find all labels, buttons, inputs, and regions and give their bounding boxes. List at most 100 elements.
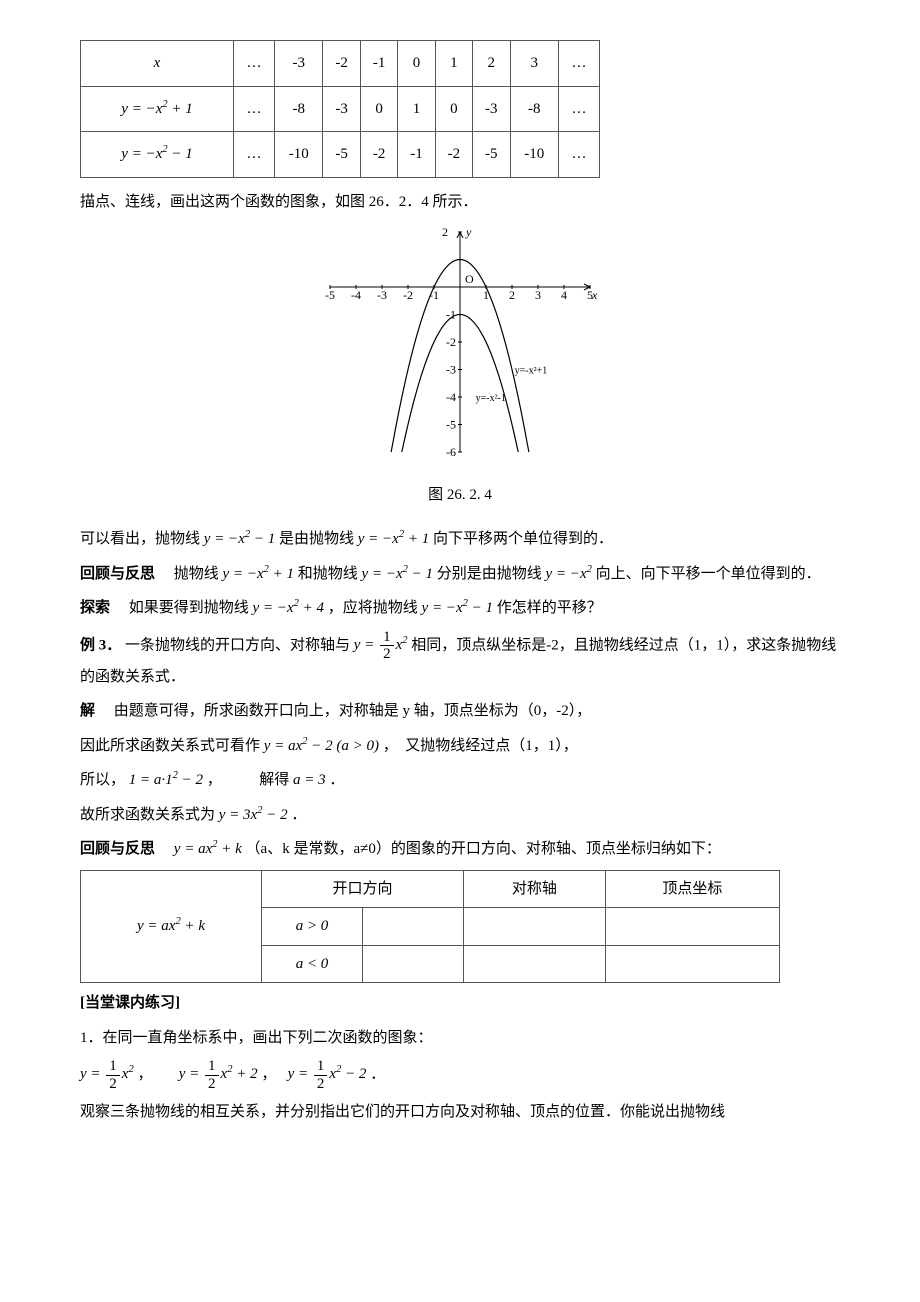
svg-text:-4: -4 (351, 288, 361, 302)
q1-eq2: y = 12x2 + 2 (179, 1066, 258, 1082)
review-label: 回顾与反思 (80, 566, 155, 582)
col-opening: 开口方向 (262, 870, 464, 908)
cond-a-gt-0: a > 0 (262, 908, 363, 946)
svg-text:-4: -4 (446, 390, 456, 404)
xcell: 2 (473, 41, 510, 87)
observation-text: 可以看出，抛物线 y = −x2 − 1 是由抛物线 y = −x2 + 1 向… (80, 525, 840, 554)
r3cell: -2 (435, 132, 472, 178)
plot-instruction-text: 描点、连线，画出这两个函数的图象，如图 26．2．4 所示． (80, 188, 840, 217)
table-row2-label: y = −x2 + 1 (81, 86, 234, 132)
sol2a: 因此所求函数关系式可看作 (80, 738, 264, 754)
xcell: -3 (275, 41, 323, 87)
q1sep1: ， (137, 1066, 175, 1082)
xcell: … (558, 41, 599, 87)
rev1c: 分别是由抛物线 (437, 566, 546, 582)
summary-row-label: y = ax2 + k (81, 870, 262, 983)
svg-text:y: y (465, 225, 472, 239)
eq-minus-x2-plus1: y = −x2 + 1 (358, 531, 429, 547)
r3cell: -5 (473, 132, 510, 178)
svg-text:-5: -5 (446, 418, 456, 432)
sol2b: ， 又抛物线经过点（1，1）， (383, 738, 578, 754)
review-reflect-1: 回顾与反思 抛物线 y = −x2 + 1 和抛物线 y = −x2 − 1 分… (80, 560, 840, 589)
r3cell: -10 (510, 132, 558, 178)
xcell: -1 (360, 41, 397, 87)
eq-minus-x2-minus1: y = −x2 − 1 (204, 531, 275, 547)
svg-text:2: 2 (442, 225, 448, 239)
empty-cell (605, 945, 779, 983)
figure-caption: 图 26. 2. 4 (80, 481, 840, 510)
xcell: 3 (510, 41, 558, 87)
solution-line3: 所以， 1 = a·12 − 2 ， 解得 a = 3 ． (80, 766, 840, 795)
r3cell: … (234, 132, 275, 178)
svg-text:4: 4 (561, 288, 567, 302)
xcell: … (234, 41, 275, 87)
r2cell: 1 (398, 86, 435, 132)
example-3: 例 3． 一条抛物线的开口方向、对称轴与 y = 12x2 相同，顶点纵坐标是-… (80, 629, 840, 692)
svg-text:-3: -3 (446, 363, 456, 377)
q1-text: 1．在同一直角坐标系中，画出下列二次函数的图象： (80, 1024, 840, 1053)
solution-line2: 因此所求函数关系式可看作 y = ax2 − 2 (a > 0) ， 又抛物线经… (80, 732, 840, 761)
empty-cell (464, 945, 606, 983)
empty-cell (605, 908, 779, 946)
function-value-table: x … -3 -2 -1 0 1 2 3 … y = −x2 + 1 … -8 … (80, 40, 600, 178)
solution-line4: 故所求函数关系式为 y = 3x2 − 2 ． (80, 801, 840, 830)
eq-a3: a = 3 (293, 772, 326, 788)
sol4b: ． (291, 807, 306, 823)
sol4a: 故所求函数关系式为 (80, 807, 219, 823)
svg-text:x: x (591, 288, 598, 302)
x-label: x (154, 55, 161, 71)
figure-26-2-4: -5-4-3-2-1123452-1-2-3-4-5-6xyOy=-x²+1y=… (80, 222, 840, 509)
eq-3x2-minus2: y = 3x2 − 2 (219, 807, 288, 823)
rev1d: 向上、向下平移一个单位得到的． (596, 566, 821, 582)
eq-minus-x2-minus1b: y = −x2 − 1 (422, 600, 493, 616)
parabola-chart: -5-4-3-2-1123452-1-2-3-4-5-6xyOy=-x²+1y=… (310, 222, 610, 462)
rev1a: 抛物线 (174, 566, 223, 582)
eq-minus-x2-plus4: y = −x2 + 4 (253, 600, 324, 616)
svg-text:-1: -1 (446, 308, 456, 322)
sol1: 由题意可得，所求函数开口向上，对称轴是 y 轴，顶点坐标为（0，-2）， (114, 703, 592, 719)
svg-text:-2: -2 (403, 288, 413, 302)
sol3b: ， 解得 (207, 772, 293, 788)
r3cell: -5 (323, 132, 360, 178)
xcell: 1 (435, 41, 472, 87)
svg-text:-5: -5 (325, 288, 335, 302)
review-reflect-2: 回顾与反思 y = ax2 + k （a、k 是常数，a≠0）的图象的开口方向、… (80, 835, 840, 864)
table-row3-label: y = −x2 − 1 (81, 132, 234, 178)
summary-table: y = ax2 + k 开口方向 对称轴 顶点坐标 a > 0 a < 0 (80, 870, 780, 984)
svg-text:y=-x²-1: y=-x²-1 (476, 393, 506, 404)
svg-text:-6: -6 (446, 445, 456, 459)
svg-text:-3: -3 (377, 288, 387, 302)
sol3c: ． (329, 772, 344, 788)
r2cell: -3 (473, 86, 510, 132)
exp-a: 如果要得到抛物线 (129, 600, 253, 616)
svg-text:-2: -2 (446, 335, 456, 349)
r3cell: -2 (360, 132, 397, 178)
q1-eq3: y = 12x2 − 2 (288, 1066, 367, 1082)
rev1b: 和抛物线 (298, 566, 362, 582)
col-axis: 对称轴 (464, 870, 606, 908)
xcell: 0 (398, 41, 435, 87)
q1-followup: 观察三条抛物线的相互关系，并分别指出它们的开口方向及对称轴、顶点的位置．你能说出… (80, 1098, 840, 1127)
sol-label: 解 (80, 703, 95, 719)
r2cell: -3 (323, 86, 360, 132)
eq1: y = −x2 + 1 (223, 566, 294, 582)
explore-label: 探索 (80, 600, 110, 616)
q1-eq1: y = 12x2 (80, 1066, 134, 1082)
exp-b: ，应将抛物线 (328, 600, 422, 616)
practice-heading: [当堂课内练习] (80, 989, 840, 1018)
eq-1eq: 1 = a·12 − 2 (129, 772, 203, 788)
r2cell: … (234, 86, 275, 132)
eq-ax2-plus-k: y = ax2 + k (174, 841, 242, 857)
svg-text:O: O (465, 272, 474, 286)
ex3a: 一条抛物线的开口方向、对称轴与 (125, 637, 354, 653)
review-label-2: 回顾与反思 (80, 841, 155, 857)
eq2: y = −x2 − 1 (362, 566, 433, 582)
r3cell: … (558, 132, 599, 178)
obs-mid: 是由抛物线 (279, 531, 358, 547)
eq3: y = −x2 (546, 566, 592, 582)
empty-cell (363, 945, 464, 983)
exp-c: 作怎样的平移？ (497, 600, 602, 616)
ex3-label: 例 3． (80, 637, 121, 653)
col-vertex: 顶点坐标 (605, 870, 779, 908)
empty-cell (464, 908, 606, 946)
